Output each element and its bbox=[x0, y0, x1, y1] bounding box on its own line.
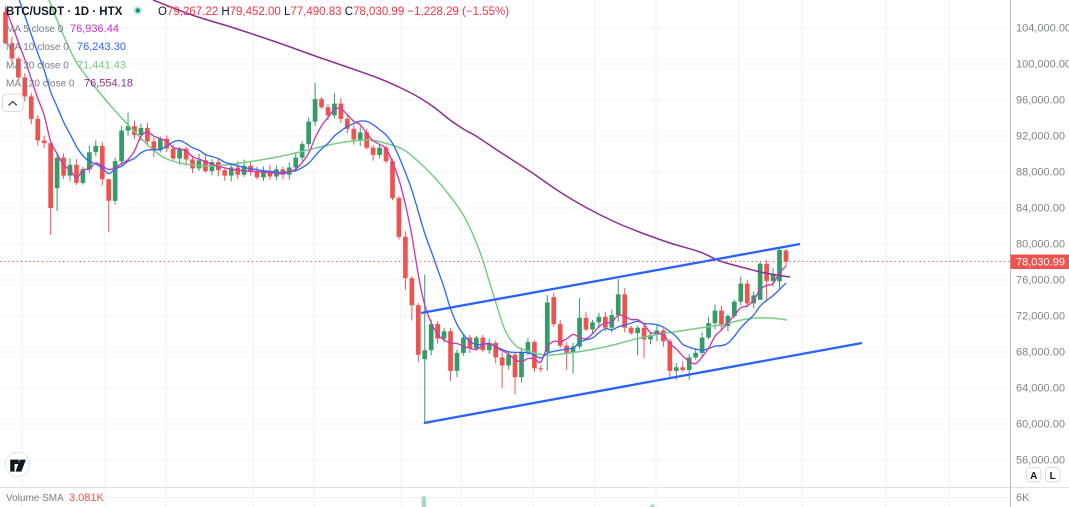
svg-text:72,000.00: 72,000.00 bbox=[1016, 311, 1065, 323]
svg-text:3.081K: 3.081K bbox=[69, 492, 105, 504]
svg-text:MA 10 close 0: MA 10 close 0 bbox=[6, 42, 69, 53]
svg-text:88,000.00: 88,000.00 bbox=[1016, 167, 1065, 179]
svg-text:68,000.00: 68,000.00 bbox=[1016, 347, 1065, 359]
svg-text:64,000.00: 64,000.00 bbox=[1016, 383, 1065, 395]
svg-text:O79,267.22 H79,452.00 L77,490.: O79,267.22 H79,452.00 L77,490.83 C78,030… bbox=[158, 6, 509, 18]
svg-text:60,000.00: 60,000.00 bbox=[1016, 419, 1065, 431]
svg-text:MA 120 close 0: MA 120 close 0 bbox=[6, 79, 75, 90]
svg-text:104,000.00: 104,000.00 bbox=[1016, 23, 1069, 35]
svg-text:76,000.00: 76,000.00 bbox=[1016, 275, 1065, 287]
svg-text:76,936.44: 76,936.44 bbox=[70, 23, 119, 35]
svg-text:100,000.00: 100,000.00 bbox=[1016, 59, 1069, 71]
svg-text:BTC/USDT · 1D · HTX: BTC/USDT · 1D · HTX bbox=[6, 6, 123, 18]
svg-text:MA 5 close 0: MA 5 close 0 bbox=[6, 24, 64, 35]
svg-text:L: L bbox=[1050, 471, 1056, 482]
svg-text:A: A bbox=[1030, 471, 1037, 482]
svg-text:92,000.00: 92,000.00 bbox=[1016, 131, 1065, 143]
svg-text:6K: 6K bbox=[1016, 492, 1030, 504]
svg-text:76,243.30: 76,243.30 bbox=[77, 41, 126, 53]
svg-text:84,000.00: 84,000.00 bbox=[1016, 203, 1065, 215]
svg-text:78,030.99: 78,030.99 bbox=[1016, 257, 1065, 269]
svg-text:76,554.18: 76,554.18 bbox=[84, 78, 133, 90]
svg-text:MA 30 close 0: MA 30 close 0 bbox=[6, 60, 69, 71]
svg-text:96,000.00: 96,000.00 bbox=[1016, 95, 1065, 107]
svg-text:80,000.00: 80,000.00 bbox=[1016, 239, 1065, 251]
svg-text:56,000.00: 56,000.00 bbox=[1016, 455, 1065, 467]
svg-text:71,441.43: 71,441.43 bbox=[77, 59, 126, 71]
svg-text:Volume SMA: Volume SMA bbox=[6, 493, 64, 504]
